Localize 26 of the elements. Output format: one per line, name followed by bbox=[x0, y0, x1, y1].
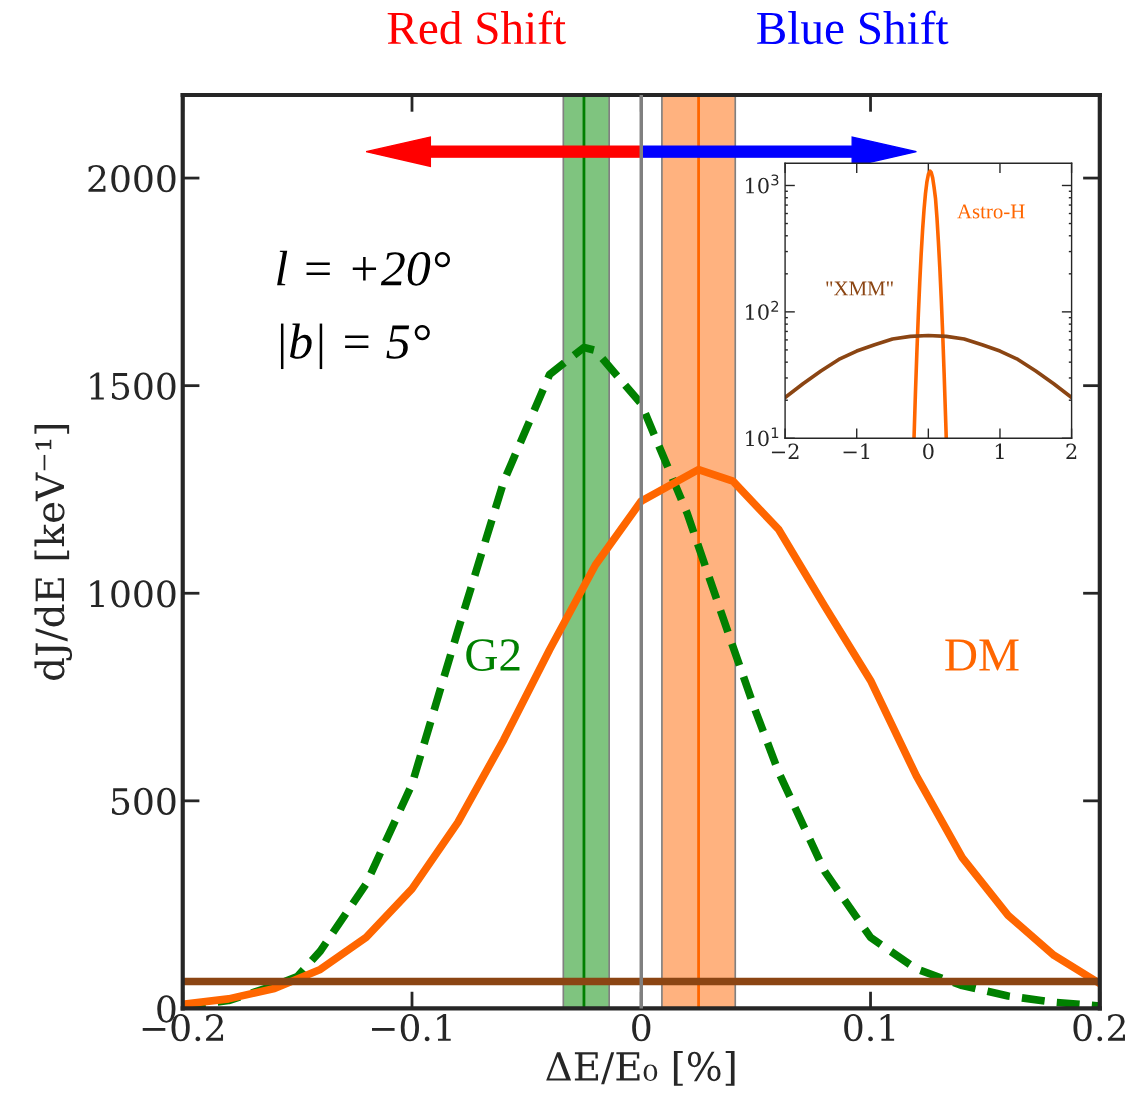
series-label: G2 bbox=[466, 639, 520, 671]
x-tick-label: −1 bbox=[843, 443, 870, 459]
line-series bbox=[785, 333, 1072, 400]
x-tick-label: 0 bbox=[923, 443, 934, 460]
y-axis-title: dJ/dE [keV⁻¹] bbox=[34, 424, 73, 680]
x-axis-title: ΔE/E₀ [%] bbox=[546, 1051, 735, 1086]
x-tick-label: 0 bbox=[632, 1013, 651, 1042]
y-tick-label: 10$^{2}$ bbox=[746, 300, 779, 320]
x-tick-label: 2 bbox=[1066, 443, 1077, 459]
text: "XMM" bbox=[826, 281, 893, 296]
text: Blue Shift bbox=[757, 10, 949, 45]
y-tick-label: 500 bbox=[112, 787, 176, 816]
x-tick-label: 1 bbox=[995, 443, 1004, 459]
x-tick-label: 0.1 bbox=[844, 1013, 895, 1042]
series-label: DM bbox=[945, 639, 1019, 671]
annotation: |b| = 5° bbox=[280, 323, 430, 370]
y-tick-label: 1000 bbox=[90, 580, 176, 608]
x-tick-label: 0.2 bbox=[1073, 1013, 1125, 1042]
line-series bbox=[912, 169, 949, 439]
series-label: Astro-H bbox=[957, 204, 1025, 219]
y-tick-label: 10$^{3}$ bbox=[746, 174, 779, 194]
y-tick-label: 2000 bbox=[88, 164, 176, 193]
text: Red Shift bbox=[387, 10, 566, 45]
annotation: l = +20° bbox=[277, 250, 450, 286]
y-tick-label: 1500 bbox=[90, 372, 176, 400]
x-tick-label: −0.1 bbox=[371, 1013, 451, 1042]
